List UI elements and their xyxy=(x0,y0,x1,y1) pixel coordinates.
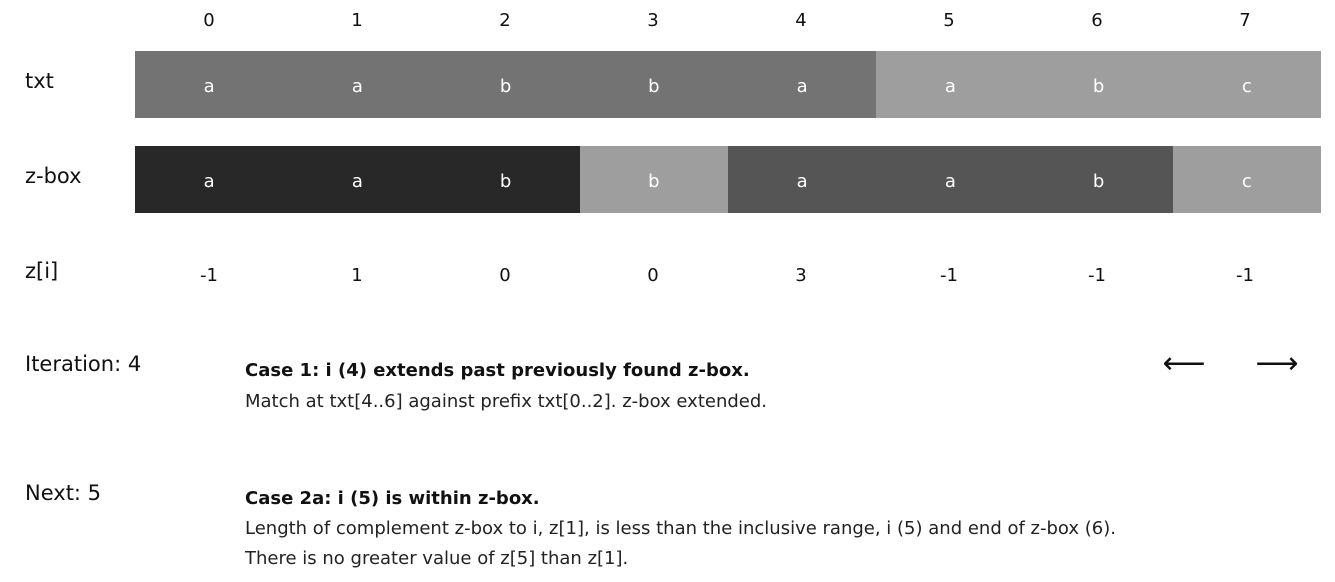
zbox-cell: b xyxy=(579,146,728,213)
zbox-cell: a xyxy=(876,146,1025,213)
z-value: 1 xyxy=(351,265,363,286)
next-case-detail: There is no greater value of z[5] than z… xyxy=(245,548,629,569)
next-arrow-icon[interactable]: ⟶ xyxy=(1255,346,1299,381)
index-label: 4 xyxy=(795,10,807,31)
txt-cell: a xyxy=(283,51,432,118)
zbox-cell: b xyxy=(431,146,580,213)
zbox-cell: c xyxy=(1172,146,1321,213)
index-label: 6 xyxy=(1091,10,1103,31)
z-value: -1 xyxy=(1088,265,1106,286)
z-value: 3 xyxy=(795,265,807,286)
zbox-cell: a xyxy=(135,146,284,213)
zbox-strip: a a b b a a b c xyxy=(135,146,1321,213)
txt-strip: a a b b a a b c xyxy=(135,51,1321,118)
z-value: 0 xyxy=(647,265,659,286)
z-value: 0 xyxy=(499,265,511,286)
zbox-cell: a xyxy=(283,146,432,213)
txt-cell: a xyxy=(876,51,1025,118)
z-row-label: z[i] xyxy=(25,259,59,283)
zbox-cell: b xyxy=(1024,146,1173,213)
iteration-case-detail: Match at txt[4..6] against prefix txt[0.… xyxy=(245,391,768,412)
next-case-title: Case 2a: i (5) is within z-box. xyxy=(245,488,540,509)
txt-cell: a xyxy=(135,51,284,118)
index-label: 5 xyxy=(943,10,955,31)
txt-cell: b xyxy=(579,51,728,118)
zbox-row-label: z-box xyxy=(25,164,82,188)
txt-cell: c xyxy=(1172,51,1321,118)
z-value: -1 xyxy=(940,265,958,286)
index-label: 3 xyxy=(647,10,659,31)
zbox-cell: a xyxy=(728,146,877,213)
txt-row-label: txt xyxy=(25,69,54,93)
index-label: 7 xyxy=(1239,10,1251,31)
index-label: 0 xyxy=(203,10,215,31)
next-case-detail: Length of complement z-box to i, z[1], i… xyxy=(245,518,1116,539)
next-label: Next: 5 xyxy=(25,481,102,505)
iteration-case-title: Case 1: i (4) extends past previously fo… xyxy=(245,360,750,381)
txt-cell: b xyxy=(431,51,580,118)
index-label: 2 xyxy=(499,10,511,31)
z-value: -1 xyxy=(200,265,218,286)
txt-cell: b xyxy=(1024,51,1173,118)
index-label: 1 xyxy=(351,10,363,31)
previous-arrow-icon[interactable]: ⟵ xyxy=(1162,346,1206,381)
iteration-label: Iteration: 4 xyxy=(25,352,142,376)
txt-cell: a xyxy=(728,51,877,118)
z-value: -1 xyxy=(1236,265,1254,286)
